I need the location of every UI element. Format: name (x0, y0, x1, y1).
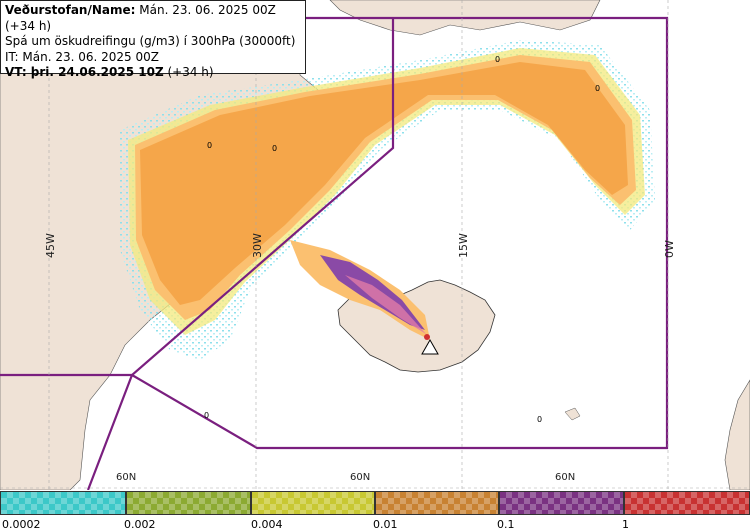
longitude-label-30w: 30W (251, 233, 264, 258)
legend-swatch-5 (499, 491, 624, 515)
info-valid-offset: (+34 h) (163, 65, 214, 79)
cloud-label: 0 (495, 55, 501, 64)
forecast-info-box: Veðurstofan/Name: Mán. 23. 06. 2025 00Z … (0, 0, 306, 79)
cloud-label: 0 (207, 141, 213, 150)
info-line-3: IT: Mán. 23. 06. 2025 00Z (5, 49, 159, 64)
ash-cloud-orange (140, 62, 628, 305)
info-line-4: VT: þri. 24.06.2025 10Z (+34 h) (5, 65, 301, 81)
legend-swatch-4 (375, 491, 499, 515)
concentration-legend: 0.0002 0.002 0.004 0.01 0.1 1 (0, 490, 750, 532)
legend-tick-5: 0.1 (497, 518, 515, 531)
legend-tick-3: 0.004 (251, 518, 283, 531)
legend-swatch-2 (126, 491, 251, 515)
latitude-label-1: 60N (116, 472, 137, 483)
graticule (0, 0, 750, 490)
small-islands (564, 407, 581, 421)
legend-tick-1: 0.0002 (2, 518, 41, 531)
airspace-boundary-inner (86, 18, 395, 490)
ash-plume-pink (345, 275, 426, 334)
ash-dispersion-map (0, 0, 750, 490)
longitude-label-0w: 0W (663, 240, 676, 258)
legend-swatch-3 (251, 491, 375, 515)
latitude-label-2: 60N (350, 472, 371, 483)
info-issuer: Veðurstofan/Name: (5, 3, 136, 17)
longitude-label-15w: 15W (457, 233, 470, 258)
legend-tick-2: 0.002 (124, 518, 156, 531)
info-line-1: Veðurstofan/Name: Mán. 23. 06. 2025 00Z … (5, 3, 301, 34)
info-run-time: Mán. 23. 06. 2025 00Z (+34 h) (5, 3, 276, 33)
cloud-label: 0 (272, 144, 278, 153)
latitude-label-3: 60N (555, 472, 576, 483)
cloud-label: 0 (595, 84, 601, 93)
legend-tick-4: 0.01 (373, 518, 398, 531)
norway-coast (724, 379, 750, 490)
longitude-label-45w: 45W (44, 233, 57, 258)
info-line-2: Spá um öskudreifingu (g/m3) í 300hPa (30… (5, 34, 296, 48)
info-valid-time: VT: þri. 24.06.2025 10Z (5, 65, 164, 79)
volcano-marker-icon (421, 334, 439, 355)
legend-swatch-1 (0, 491, 126, 515)
cloud-label: 0 (537, 415, 543, 424)
legend-swatch-6 (624, 491, 750, 515)
cloud-label: 0 (204, 411, 210, 420)
legend-tick-6: 1 (622, 518, 629, 531)
